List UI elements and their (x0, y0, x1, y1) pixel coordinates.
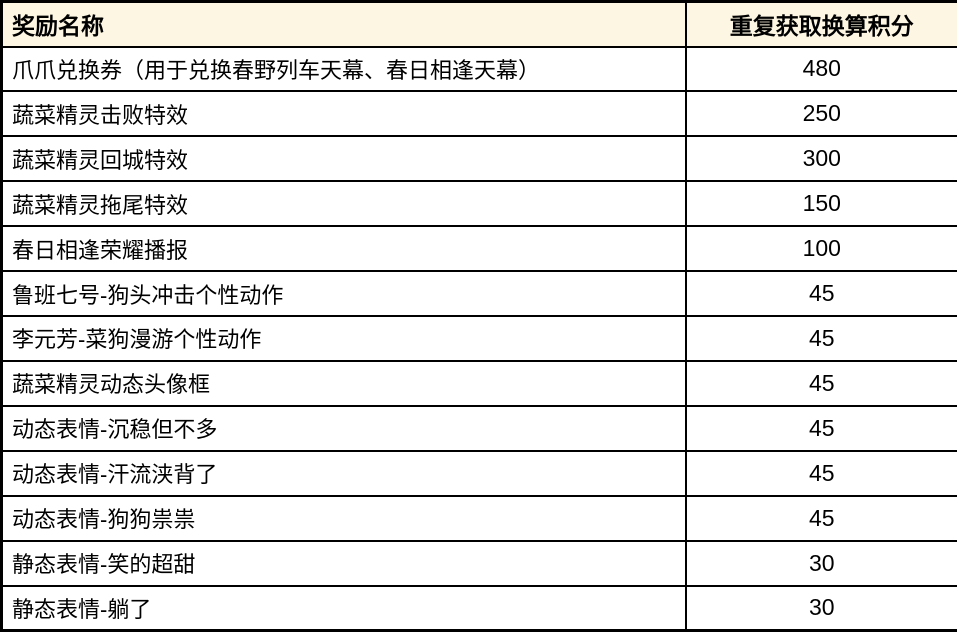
reward-name-cell: 蔬菜精灵拖尾特效 (0, 180, 687, 228)
reward-points-cell: 100 (684, 225, 957, 273)
reward-points-cell: 45 (684, 359, 957, 407)
reward-points-cell: 250 (684, 90, 957, 138)
reward-points-cell: 480 (684, 45, 957, 93)
table-row: 动态表情-沉稳但不多 45 (0, 404, 957, 452)
reward-name-cell: 动态表情-汗流浃背了 (0, 449, 687, 497)
table-row: 蔬菜精灵回城特效 300 (0, 135, 957, 183)
reward-points-cell: 45 (684, 494, 957, 542)
table-row: 春日相逢荣耀播报 100 (0, 225, 957, 273)
reward-name-cell: 蔬菜精灵动态头像框 (0, 359, 687, 407)
reward-name-cell: 动态表情-狗狗祟祟 (0, 494, 687, 542)
reward-name-cell: 静态表情-笑的超甜 (0, 539, 687, 587)
reward-name-cell: 蔬菜精灵回城特效 (0, 135, 687, 183)
reward-points-cell: 45 (684, 404, 957, 452)
reward-points-cell: 30 (684, 584, 957, 632)
reward-name-cell: 李元芳-菜狗漫游个性动作 (0, 315, 687, 362)
header-duplicate-points: 重复获取换算积分 (684, 0, 957, 48)
table-row: 动态表情-狗狗祟祟 45 (0, 494, 957, 542)
header-reward-name: 奖励名称 (0, 0, 687, 48)
table-row: 爪爪兑换券（用于兑换春野列车天幕、春日相逢天幕） 480 (0, 45, 957, 93)
table-row: 静态表情-躺了 30 (0, 584, 957, 632)
table-row: 动态表情-汗流浃背了 45 (0, 449, 957, 497)
reward-points-cell: 45 (684, 270, 957, 318)
rewards-table-body: 爪爪兑换券（用于兑换春野列车天幕、春日相逢天幕） 480 蔬菜精灵击败特效 25… (0, 45, 957, 632)
reward-points-cell: 45 (684, 315, 957, 362)
table-row: 鲁班七号-狗头冲击个性动作 45 (0, 270, 957, 318)
reward-points-cell: 45 (684, 449, 957, 497)
table-row: 蔬菜精灵击败特效 250 (0, 90, 957, 138)
table-row: 静态表情-笑的超甜 30 (0, 539, 957, 587)
header-row: 奖励名称 重复获取换算积分 (0, 0, 957, 48)
reward-name-cell: 动态表情-沉稳但不多 (0, 404, 687, 452)
reward-name-cell: 蔬菜精灵击败特效 (0, 90, 687, 138)
rewards-table-header: 奖励名称 重复获取换算积分 (0, 0, 957, 48)
table-row: 蔬菜精灵动态头像框 45 (0, 359, 957, 407)
table-row: 李元芳-菜狗漫游个性动作 45 (0, 315, 957, 362)
reward-name-cell: 鲁班七号-狗头冲击个性动作 (0, 270, 687, 318)
reward-name-cell: 静态表情-躺了 (0, 584, 687, 632)
table-row: 蔬菜精灵拖尾特效 150 (0, 180, 957, 228)
reward-name-cell: 春日相逢荣耀播报 (0, 225, 687, 273)
reward-points-cell: 30 (684, 539, 957, 587)
reward-points-cell: 300 (684, 135, 957, 183)
reward-name-cell: 爪爪兑换券（用于兑换春野列车天幕、春日相逢天幕） (0, 45, 687, 93)
reward-points-cell: 150 (684, 180, 957, 228)
